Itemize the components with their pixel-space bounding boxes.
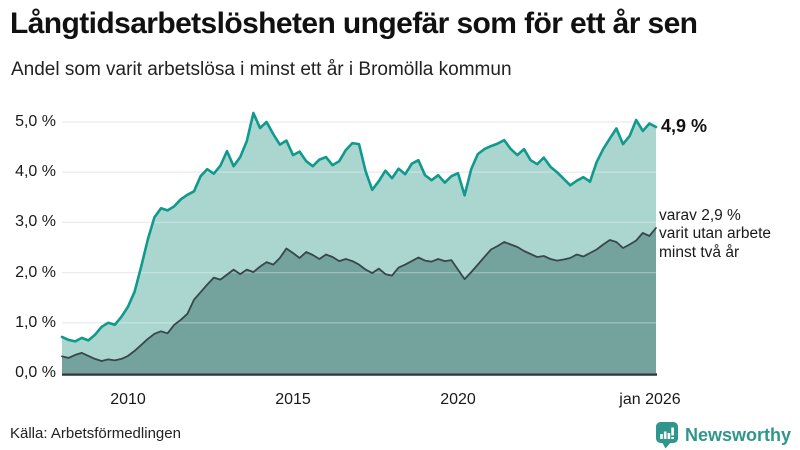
y-tick-label: 3,0 % bbox=[15, 213, 56, 231]
newsworthy-icon bbox=[655, 422, 678, 449]
secondary-annotation-line: varav 2,9 % bbox=[659, 207, 741, 224]
x-tick-label: 2020 bbox=[440, 391, 476, 408]
page-title: Långtidsarbetslösheten ungefär som för e… bbox=[10, 7, 698, 40]
brand-name: Newsworthy bbox=[684, 424, 791, 445]
secondary-annotation-line: varit utan arbete bbox=[659, 225, 772, 243]
y-tick-label: 2,0 % bbox=[15, 263, 56, 281]
y-tick-label: 1,0 % bbox=[15, 313, 56, 331]
y-tick-label: 4,0 % bbox=[15, 163, 56, 181]
brand-logo: Newsworthy bbox=[655, 421, 791, 449]
secondary-annotation-line: minst två år bbox=[659, 243, 740, 261]
chart-subtitle: Andel som varit arbetslösa i minst ett å… bbox=[11, 59, 512, 80]
x-tick-label: 2015 bbox=[275, 391, 311, 408]
x-tick-label: jan 2026 bbox=[619, 391, 681, 408]
secondary-annotation: varav 2,9 % varit utan arbete minst två … bbox=[659, 207, 771, 262]
x-tick-label: 2010 bbox=[110, 391, 146, 408]
y-tick-label: 0,0 % bbox=[15, 364, 56, 381]
y-tick-label: 5,0 % bbox=[15, 113, 56, 130]
source-note: Källa: Arbetsförmedlingen bbox=[10, 425, 181, 442]
latest-value-annotation: 4,9 % bbox=[661, 116, 708, 136]
